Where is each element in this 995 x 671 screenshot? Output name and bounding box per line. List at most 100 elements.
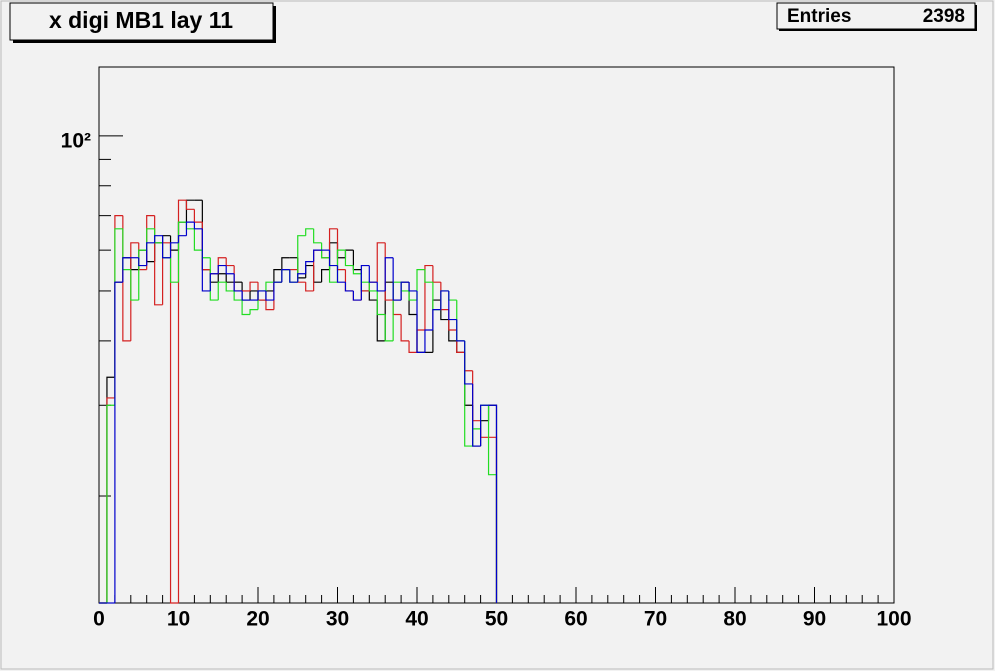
histogram-bin xyxy=(480,404,489,447)
histogram-bin xyxy=(177,235,187,243)
histogram-bin xyxy=(106,404,115,603)
histogram-bin xyxy=(424,329,433,353)
histogram-bin xyxy=(225,282,235,292)
histogram-bin xyxy=(130,269,139,301)
stats-box xyxy=(776,2,976,30)
histogram-bin xyxy=(384,314,394,342)
histogram-bin xyxy=(201,228,211,292)
histogram-bin xyxy=(328,250,338,267)
histogram-bin xyxy=(225,265,235,275)
histogram-bin xyxy=(305,261,314,274)
histogram-bin xyxy=(400,314,410,342)
histogram-bin xyxy=(193,228,203,251)
histogram-bin xyxy=(154,215,163,306)
histogram-bin xyxy=(305,282,314,292)
histogram-bin xyxy=(360,264,370,301)
histogram-bin xyxy=(185,221,195,236)
histogram-bin xyxy=(169,257,179,283)
histogram-bin xyxy=(424,269,433,283)
histogram-bin xyxy=(185,200,195,210)
histogram-bin xyxy=(368,265,378,283)
histogram-bin xyxy=(241,300,251,316)
histogram-bin xyxy=(273,281,282,301)
histogram-bin xyxy=(488,404,498,603)
histogram-bin xyxy=(321,242,330,259)
histogram-bin xyxy=(138,257,147,267)
histogram-bin xyxy=(162,235,171,259)
histogram-bin xyxy=(368,290,378,301)
histogram-bin xyxy=(392,257,402,301)
x-tick-label: 90 xyxy=(803,608,826,631)
histogram-bin xyxy=(169,242,179,258)
histogram-bin xyxy=(138,249,147,301)
histogram-bin xyxy=(344,282,354,292)
histogram-bin xyxy=(424,264,433,330)
histogram-bin xyxy=(265,300,274,311)
histogram-bin xyxy=(472,383,481,447)
histogram-bin xyxy=(448,290,457,321)
histogram-bin xyxy=(249,309,258,315)
histogram-bin xyxy=(321,269,330,283)
histogram-bin xyxy=(281,257,290,270)
histogram-bin xyxy=(313,228,322,244)
histogram-bin xyxy=(384,257,394,291)
x-tick-label: 60 xyxy=(564,608,587,631)
histogram-bin xyxy=(440,290,449,310)
histogram-bin xyxy=(257,290,266,301)
x-tick-label: 100 xyxy=(876,608,911,631)
histogram-bin xyxy=(416,269,425,301)
histogram-bin xyxy=(376,282,386,292)
histogram-bin xyxy=(209,257,219,301)
histogram-bin xyxy=(209,273,219,291)
x-tick-label: 20 xyxy=(246,608,269,631)
histogram-bin xyxy=(305,228,314,236)
histogram-bin xyxy=(408,290,417,301)
x-tick-label: 70 xyxy=(644,608,667,631)
histogram-bin xyxy=(416,290,425,353)
histogram-bin xyxy=(177,199,187,603)
histogram-bin xyxy=(217,281,227,301)
histogram-bin xyxy=(114,281,123,603)
histogram-bin xyxy=(289,269,298,283)
histogram-bin xyxy=(368,282,378,292)
histogram-bin xyxy=(193,222,203,230)
stats-label: Entries xyxy=(787,6,851,27)
histogram-bin xyxy=(249,281,258,291)
x-tick-label: 10 xyxy=(167,608,190,631)
histogram-bin xyxy=(376,242,386,283)
y-tick-label: 10² xyxy=(61,129,91,152)
histogram-bin xyxy=(265,281,274,291)
histogram-bin xyxy=(265,290,274,301)
histogram-bin xyxy=(313,249,322,262)
histogram-bin xyxy=(130,242,139,341)
histogram-bin xyxy=(432,309,441,330)
histogram-bin xyxy=(233,273,243,292)
title-box xyxy=(9,2,274,41)
stats-value: 2398 xyxy=(923,6,965,27)
histogram-bin xyxy=(376,290,386,316)
histogram-bin xyxy=(456,319,465,342)
histogram-bin xyxy=(169,242,179,604)
histogram-bin xyxy=(146,242,155,266)
x-tick-label: 40 xyxy=(405,608,428,631)
histogram-bin xyxy=(297,235,306,283)
histogram-bin xyxy=(154,235,163,243)
histogram-bin xyxy=(281,269,290,283)
x-tick-label: 30 xyxy=(326,608,349,631)
histogram-bin xyxy=(408,282,417,292)
histogram-bin xyxy=(400,281,410,301)
histogram-bin xyxy=(217,264,227,274)
chart-title: x digi MB1 lay 11 xyxy=(49,7,233,33)
histogram-bin xyxy=(352,265,362,275)
histogram-bin xyxy=(328,228,338,258)
histogram-bin xyxy=(241,290,251,301)
histogram-bin xyxy=(233,290,243,301)
histogram-bin xyxy=(344,250,354,267)
histogram-bin xyxy=(408,340,417,353)
histogram-bin xyxy=(352,290,362,301)
histogram-bin xyxy=(464,340,473,385)
histogram-bin xyxy=(297,273,306,283)
histogram-bin xyxy=(177,221,187,283)
histogram-bin xyxy=(336,265,346,283)
